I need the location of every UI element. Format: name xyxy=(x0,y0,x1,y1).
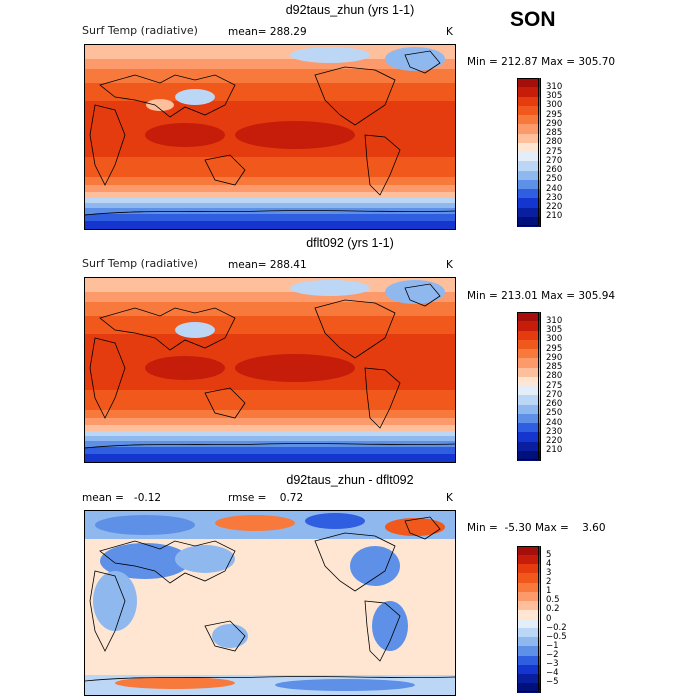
panel-3-units: K xyxy=(446,492,453,504)
colorbar-tick-label: −2 xyxy=(546,650,559,660)
panel-1-minmax: Min = 212.87 Max = 305.70 xyxy=(467,56,616,68)
panel-3-title: d92taus_zhun - dflt092 xyxy=(286,473,414,487)
colorbar-tick-label: −5 xyxy=(546,677,559,688)
panel-1-units: K xyxy=(446,26,453,38)
panel-2-colorbar: 310 305 300 295 290 285 280 275 270 260 250 240 230 2… xyxy=(517,312,595,461)
colorbar-tick-label: 300 xyxy=(546,334,563,345)
panel-2-mean: mean= 288.41 xyxy=(228,259,307,271)
colorbar-tick-label: 310 xyxy=(546,315,563,326)
colorbar-tick-label: 285 xyxy=(546,362,563,372)
colorbar-tick-label: 5 xyxy=(546,549,552,560)
panel-2-units: K xyxy=(446,259,453,271)
colorbar-frame xyxy=(517,546,539,692)
colorbar-tick-label: −1 xyxy=(546,640,559,651)
colorbar-tick-label: 280 xyxy=(546,137,563,148)
colorbar-tick-label: −0.2 xyxy=(546,622,567,633)
colorbar-tick-label: 2 xyxy=(546,577,552,587)
colorbar-tick-label: 260 xyxy=(546,165,563,175)
colorbar-tick-label: 240 xyxy=(546,417,563,428)
colorbar-tick-label: 1 xyxy=(546,586,552,597)
colorbar-tick-label: 0 xyxy=(546,613,552,624)
colorbar-tick-label: 0.2 xyxy=(546,604,560,615)
panel-3-colorbar: 5 4 3 2 1 0.5 0.2 0 −0.2 −0.5 −1 −2 −3 −4 −5 xyxy=(517,546,595,693)
colorbar-tick-label: 230 xyxy=(546,426,563,437)
colorbar-tick-label: 210 xyxy=(546,445,563,456)
colorbar-tick-label: 270 xyxy=(546,389,563,400)
colorbar-tick-label: −4 xyxy=(546,668,559,679)
panel-1-mean: mean= 288.29 xyxy=(228,26,307,38)
colorbar-tick-label: 230 xyxy=(546,192,563,203)
panel-3-map-plot xyxy=(85,511,455,695)
colorbar-tick-label: 250 xyxy=(546,408,563,419)
colorbar-tick-label: 275 xyxy=(546,146,563,157)
colorbar-tick-label: 295 xyxy=(546,109,563,120)
colorbar-tick-label: 4 xyxy=(546,558,552,569)
colorbar-frame xyxy=(517,78,539,226)
colorbar-tick-label: −3 xyxy=(546,659,559,670)
colorbar-tick-label: 290 xyxy=(546,118,563,129)
colorbar-tick-label: 300 xyxy=(546,100,563,111)
colorbar-tick-label: 305 xyxy=(546,91,563,101)
colorbar-tick-label: 220 xyxy=(546,202,563,212)
panel-3-minmax: Min = -5.30 Max = 3.60 xyxy=(467,522,606,534)
colorbar-tick-label: 280 xyxy=(546,371,563,382)
colorbar-tick-label: 275 xyxy=(546,380,563,391)
panel-3-rmse: rmse = 0.72 xyxy=(228,492,304,504)
panel-1-colorbar: 310 305 300 295 290 285 280 275 270 260 250 240 230 2… xyxy=(517,78,595,227)
panel-2-variable-label: Surf Temp (radiative) xyxy=(82,257,198,270)
colorbar-tick-label: 260 xyxy=(546,399,563,409)
panel-3-mean: mean = -0.12 xyxy=(82,492,162,504)
colorbar-tick-label: 210 xyxy=(546,211,563,222)
panel-2-map-plot xyxy=(85,278,455,462)
panel-3-map xyxy=(84,510,456,696)
panel-1-map-plot xyxy=(85,45,455,229)
colorbar-tick-label: 0.5 xyxy=(546,595,560,606)
colorbar-tick-label: 220 xyxy=(546,436,563,446)
panel-1-title: d92taus_zhun (yrs 1-1) xyxy=(285,3,415,17)
panel-2-minmax: Min = 213.01 Max = 305.94 xyxy=(467,290,616,302)
panel-1-variable-label: Surf Temp (radiative) xyxy=(82,24,198,37)
panel-2-title: dflt092 (yrs 1-1) xyxy=(306,236,394,250)
colorbar-tick-label: 250 xyxy=(546,174,563,185)
colorbar-tick-label: 3 xyxy=(546,567,552,578)
colorbar-frame xyxy=(517,312,539,460)
season-label: SON xyxy=(510,8,556,31)
colorbar-tick-label: 240 xyxy=(546,183,563,194)
panel-1-map xyxy=(84,44,456,230)
colorbar-tick-label: 305 xyxy=(546,325,563,335)
colorbar-tick-label: 295 xyxy=(546,343,563,354)
colorbar-tick-label: −0.5 xyxy=(546,631,567,642)
colorbar-tick-label: 285 xyxy=(546,128,563,138)
colorbar-tick-label: 310 xyxy=(546,81,563,92)
colorbar-tick-label: 270 xyxy=(546,155,563,166)
colorbar-tick-label: 290 xyxy=(546,352,563,363)
panel-2-map xyxy=(84,277,456,463)
